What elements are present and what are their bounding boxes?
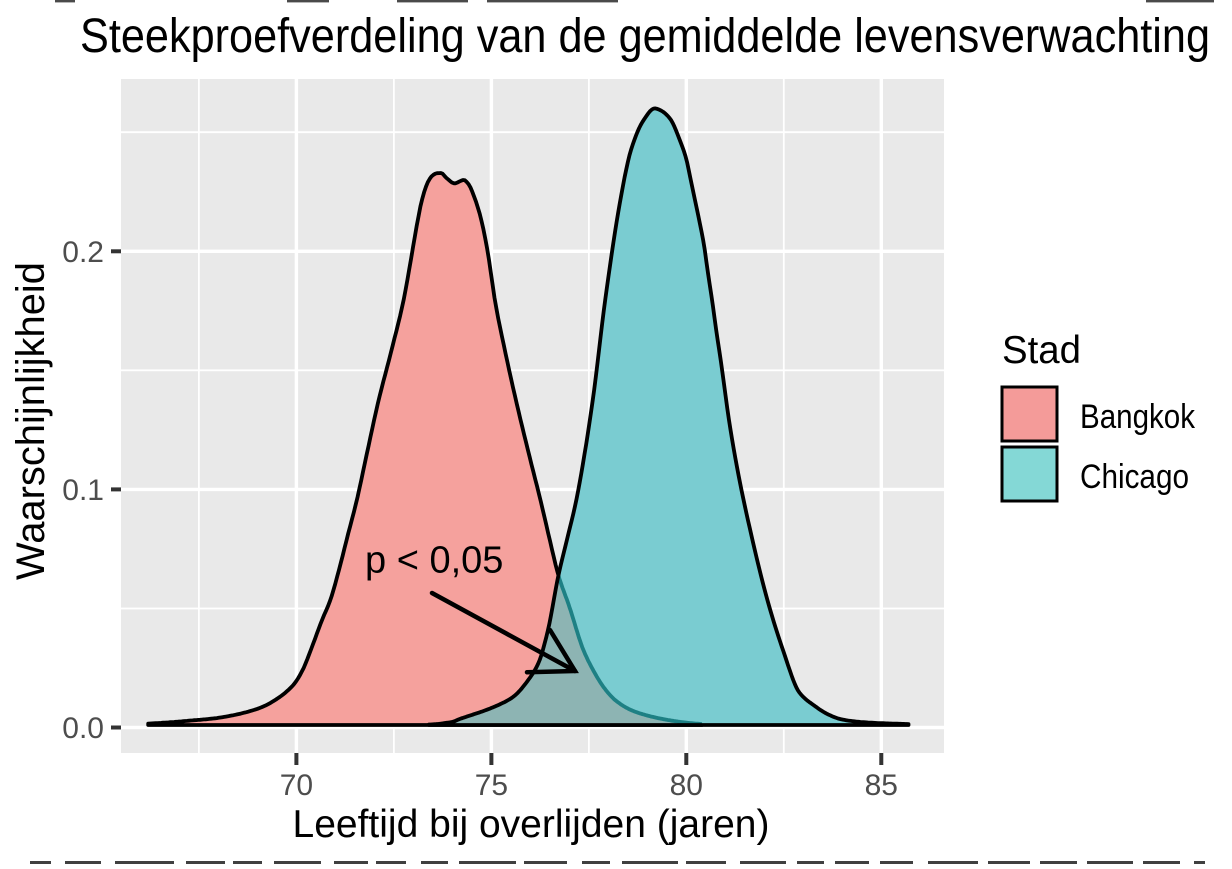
- svg-text:Leeftijd bij overlijden (jaren: Leeftijd bij overlijden (jaren): [293, 803, 770, 846]
- svg-text:80: 80: [670, 769, 703, 802]
- svg-text:0.1: 0.1: [62, 474, 104, 507]
- svg-text:75: 75: [475, 769, 508, 802]
- svg-text:Waarschijnlijkheid: Waarschijnlijkheid: [9, 262, 53, 580]
- svg-text:0.2: 0.2: [62, 236, 104, 269]
- svg-text:Steekproefverdeling van de gem: Steekproefverdeling van de gemiddelde le…: [80, 10, 1210, 63]
- svg-text:70: 70: [280, 769, 313, 802]
- svg-text:85: 85: [865, 769, 898, 802]
- svg-text:Chicago: Chicago: [1080, 458, 1189, 496]
- svg-text:0.0: 0.0: [62, 712, 104, 745]
- svg-text:Stad: Stad: [1002, 329, 1081, 372]
- svg-text:Bangkok: Bangkok: [1080, 398, 1196, 436]
- svg-text:p < 0,05: p < 0,05: [365, 539, 503, 581]
